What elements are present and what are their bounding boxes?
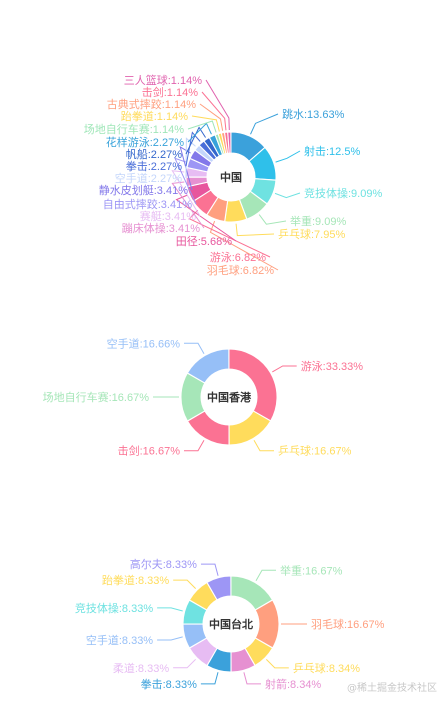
slice-label-7: 田径:5.68% bbox=[176, 235, 232, 248]
slice-label-16: 场地自行车赛:1.14% bbox=[84, 122, 184, 136]
watermark: @稀土掘金技术社区 bbox=[347, 683, 437, 694]
slice-label-6: 空手道:8.33% bbox=[86, 633, 153, 647]
slice-label-0: 跳水:13.63% bbox=[282, 107, 345, 121]
slice-label-1: 乒乓球:16.67% bbox=[278, 444, 352, 458]
leader-line-5 bbox=[173, 658, 196, 669]
slice-label-8: 跆拳道:8.33% bbox=[102, 573, 169, 587]
leader-line-0 bbox=[255, 569, 277, 581]
leader-line-16 bbox=[187, 120, 217, 133]
leader-line-7 bbox=[175, 194, 237, 242]
slice-label-5: 羽毛球:6.82% bbox=[207, 263, 274, 277]
slice-label-9: 赛艇:3.41% bbox=[140, 209, 196, 223]
slice-label-15: 花样游泳:2.27% bbox=[106, 135, 184, 149]
center-label: 中国 bbox=[220, 170, 242, 184]
slice-label-2: 乒乓球:8.34% bbox=[293, 661, 360, 675]
leader-line-9 bbox=[200, 563, 219, 576]
slice-label-11: 静水皮划艇:3.41% bbox=[99, 183, 188, 197]
slice-label-1: 射击:12.5% bbox=[304, 144, 360, 158]
slice-label-3: 举重:9.09% bbox=[290, 214, 346, 228]
leader-line-4 bbox=[235, 223, 275, 237]
slice-label-9: 高尔夫:8.33% bbox=[130, 557, 197, 571]
leader-line-2 bbox=[183, 440, 205, 452]
leader-line-6 bbox=[188, 209, 271, 258]
leader-line-9 bbox=[171, 170, 201, 217]
leader-line-1 bbox=[275, 150, 301, 163]
slice-label-4: 拳击:8.33% bbox=[141, 677, 197, 691]
slice-4[interactable] bbox=[186, 348, 230, 384]
leader-line-2 bbox=[274, 192, 301, 199]
slice-label-10: 自由式摔跤:3.41% bbox=[103, 197, 192, 211]
leader-line-8 bbox=[173, 579, 197, 589]
slice-label-0: 举重:16.67% bbox=[280, 563, 343, 577]
leader-line-3 bbox=[258, 214, 287, 225]
slice-label-0: 游泳:33.33% bbox=[301, 359, 364, 373]
slice-label-20: 三人篮球:1.14% bbox=[124, 73, 202, 87]
slice-0[interactable] bbox=[228, 348, 278, 422]
leader-line-4 bbox=[184, 342, 205, 354]
slice-label-12: 空手道:2.27% bbox=[115, 171, 182, 185]
slice-label-8: 蹦床体操:3.41% bbox=[122, 221, 200, 235]
donut-chart-china: 中国 跳水:13.63% 射击:12.5% 竞技体操:9.09% 举重:9.09%乒乓球… bbox=[84, 73, 383, 277]
slice-label-14: 帆船:2.27% bbox=[126, 147, 182, 161]
slice-label-2: 竞技体操:9.09% bbox=[304, 186, 382, 200]
leader-line-2 bbox=[265, 659, 289, 669]
leader-line-10 bbox=[174, 157, 197, 205]
slice-label-19: 击剑:1.14% bbox=[142, 85, 198, 99]
slice-label-3: 场地自行车赛:16.67% bbox=[43, 390, 150, 404]
slice-label-17: 跆拳道:1.14% bbox=[121, 109, 188, 123]
center-label: 中国台北 bbox=[209, 617, 253, 631]
leader-line-0 bbox=[250, 113, 279, 135]
slice-label-18: 古典式摔跤:1.14% bbox=[107, 97, 196, 111]
leader-line-7 bbox=[157, 607, 183, 612]
leader-line-1 bbox=[253, 440, 275, 452]
slice-label-5: 柔道:8.33% bbox=[113, 661, 169, 675]
leader-line-20 bbox=[205, 79, 230, 131]
slice-label-7: 竞技体操:8.33% bbox=[75, 601, 153, 615]
slice-label-2: 击剑:16.67% bbox=[118, 444, 181, 458]
slice-20[interactable] bbox=[227, 131, 232, 154]
donut-chart-taipei: 中国台北 举重:16.67% 羽毛球:16.67% 乒乓球:8.34% 射箭:8.34%… bbox=[75, 557, 385, 691]
leader-line-3 bbox=[243, 672, 261, 685]
leader-line-19 bbox=[201, 91, 227, 131]
donut-chart-hongkong: 中国香港 游泳:33.33% 乒乓球:16.67% 击剑:16.67% 场地自行车赛:1… bbox=[43, 336, 364, 457]
leader-line-18 bbox=[199, 103, 224, 131]
slice-label-1: 羽毛球:16.67% bbox=[311, 617, 385, 631]
leader-line-17 bbox=[191, 115, 220, 132]
slice-label-3: 射箭:8.34% bbox=[265, 677, 321, 691]
slice-label-13: 拳击:2.27% bbox=[126, 159, 182, 173]
leader-line-13 bbox=[185, 131, 201, 167]
leader-line-4 bbox=[200, 672, 219, 685]
slice-label-4: 空手道:16.66% bbox=[107, 336, 181, 350]
leader-line-0 bbox=[272, 365, 297, 373]
slice-label-4: 乒乓球:7.95% bbox=[278, 227, 345, 241]
slice-label-6: 游泳:6.82% bbox=[210, 250, 266, 264]
leader-line-6 bbox=[157, 636, 183, 641]
leader-line-14 bbox=[185, 126, 206, 155]
leader-line-8 bbox=[171, 181, 205, 229]
center-label: 中国香港 bbox=[207, 390, 252, 404]
slice-9[interactable] bbox=[206, 575, 232, 601]
